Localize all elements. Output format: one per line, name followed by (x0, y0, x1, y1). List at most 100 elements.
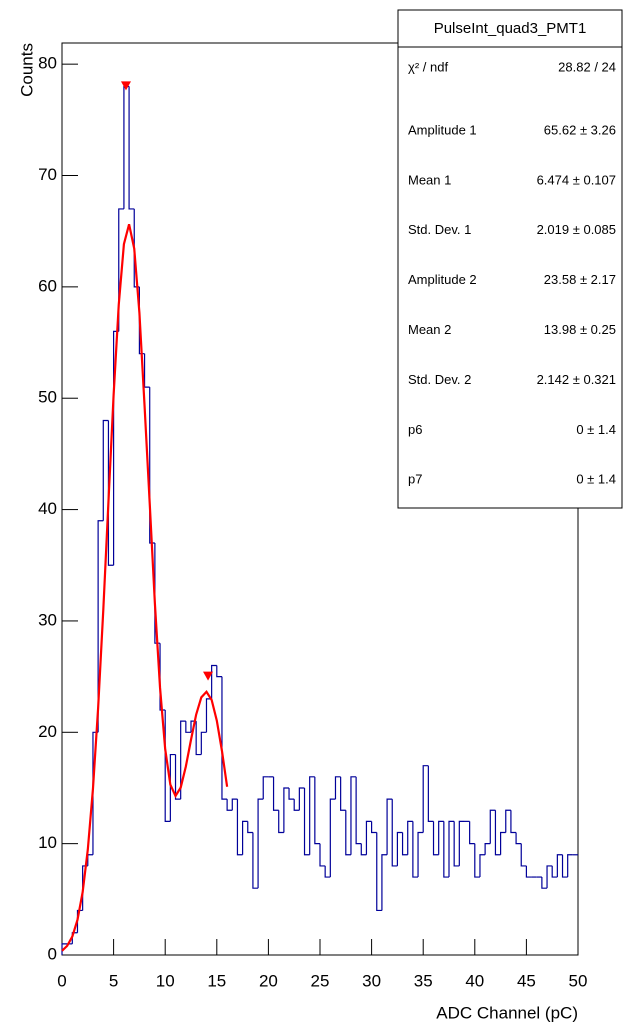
histogram-bin (262, 776, 269, 800)
stats-label: p7 (408, 472, 422, 487)
histogram-bin (376, 832, 382, 912)
stats-label: Std. Dev. 2 (408, 372, 471, 387)
histogram-bin (432, 821, 439, 856)
histogram-bin (371, 821, 377, 834)
stats-value: 65.62 ± 3.26 (544, 122, 616, 137)
histogram-bin (396, 831, 403, 866)
x-tick-label: 15 (207, 971, 226, 990)
stats-value: 13.98 ± 0.25 (544, 322, 616, 337)
histogram-bin (525, 865, 532, 878)
stats-value: 2.142 ± 0.321 (537, 372, 616, 387)
histogram-bin (541, 877, 548, 889)
histogram-bin (288, 787, 295, 800)
histogram-bin (520, 843, 527, 867)
histogram-bin (309, 776, 315, 855)
histogram-bin (365, 820, 372, 855)
histogram-bin (236, 799, 243, 856)
histogram-bin (226, 799, 233, 811)
histogram-bin (401, 832, 408, 856)
histogram-bin (340, 776, 346, 811)
y-tick-label: 0 (48, 944, 57, 963)
stats-label: Amplitude 2 (408, 272, 477, 287)
histogram-bin (484, 843, 491, 855)
y-tick-label: 70 (38, 165, 57, 184)
histogram-bin (546, 865, 553, 889)
histogram-bin (350, 776, 357, 855)
histogram-bin (381, 854, 388, 911)
histogram-bin (561, 854, 568, 878)
histogram-bin (61, 943, 68, 955)
histogram-bin (107, 420, 114, 566)
peak-marker (203, 671, 214, 681)
histogram-bin (278, 810, 284, 834)
histogram-bin (355, 776, 362, 845)
histogram-bin (458, 820, 465, 866)
histogram-bin (453, 821, 460, 867)
histogram-bin (159, 643, 166, 711)
histogram-bin (314, 776, 320, 845)
stats-label: Amplitude 1 (408, 122, 477, 137)
histogram-bin (469, 821, 475, 845)
histogram-bin (283, 787, 290, 833)
histogram-bin (143, 353, 150, 388)
stats-box (397, 9, 623, 509)
x-tick-label: 30 (362, 971, 381, 990)
fit-curve (61, 224, 229, 952)
y-tick-label: 80 (38, 54, 57, 73)
histogram-bin (324, 865, 331, 878)
histogram-bin (169, 753, 176, 822)
x-tick-label: 45 (517, 971, 536, 990)
x-tick-label: 50 (569, 971, 588, 990)
stats-label: Mean 1 (408, 172, 451, 187)
histogram-bin (360, 843, 367, 856)
histogram-bin (149, 387, 155, 544)
histogram-bin (216, 665, 222, 678)
histogram-bin (231, 798, 238, 811)
histogram-bin (97, 520, 104, 733)
histogram-bin (407, 820, 413, 855)
histogram-bin (427, 765, 434, 822)
histogram-bin (494, 810, 501, 856)
histogram-bin (272, 776, 279, 811)
y-axis-label: Counts (17, 43, 36, 97)
x-tick-label: 40 (465, 971, 484, 990)
histogram-bin (505, 809, 511, 833)
histogram-bin (448, 820, 455, 878)
stats-label: p6 (408, 422, 422, 437)
stats-value: 0 ± 1.4 (576, 472, 616, 487)
stats-title: PulseInt_quad3_PMT1 (434, 20, 587, 37)
histogram-bin (567, 854, 573, 878)
histogram-bin (417, 831, 424, 878)
histogram-bin (515, 832, 522, 845)
histogram-bin (443, 821, 449, 878)
histogram-bin (123, 85, 130, 209)
peak-marker (120, 81, 131, 91)
y-tick-label: 20 (38, 722, 57, 741)
x-tick-label: 5 (109, 971, 118, 990)
histogram-bin (252, 832, 259, 889)
stats-value: 28.82 / 24 (558, 59, 616, 74)
histogram-bin (174, 754, 181, 800)
histogram-bin (87, 854, 93, 866)
y-tick-label: 10 (38, 833, 57, 852)
histogram-bin (102, 419, 109, 521)
histogram-bin (479, 854, 486, 878)
x-tick-label: 0 (57, 971, 66, 990)
histogram-bin (422, 765, 429, 833)
histogram-bin (293, 799, 300, 811)
x-tick-label: 35 (414, 971, 433, 990)
histogram-bin (556, 854, 563, 878)
histogram-bin (118, 208, 124, 332)
stats-label: Mean 2 (408, 322, 451, 337)
histogram-bin (76, 909, 83, 933)
histogram-bin (128, 86, 135, 210)
histogram-bin (205, 698, 212, 733)
stats-value: 6.474 ± 0.107 (537, 172, 616, 187)
histogram-bin (242, 820, 248, 855)
histogram-bin (510, 810, 517, 834)
histogram-bin (180, 720, 186, 800)
y-tick-label: 30 (38, 610, 57, 629)
histogram-bin (195, 721, 202, 756)
histogram-bin (247, 821, 253, 834)
